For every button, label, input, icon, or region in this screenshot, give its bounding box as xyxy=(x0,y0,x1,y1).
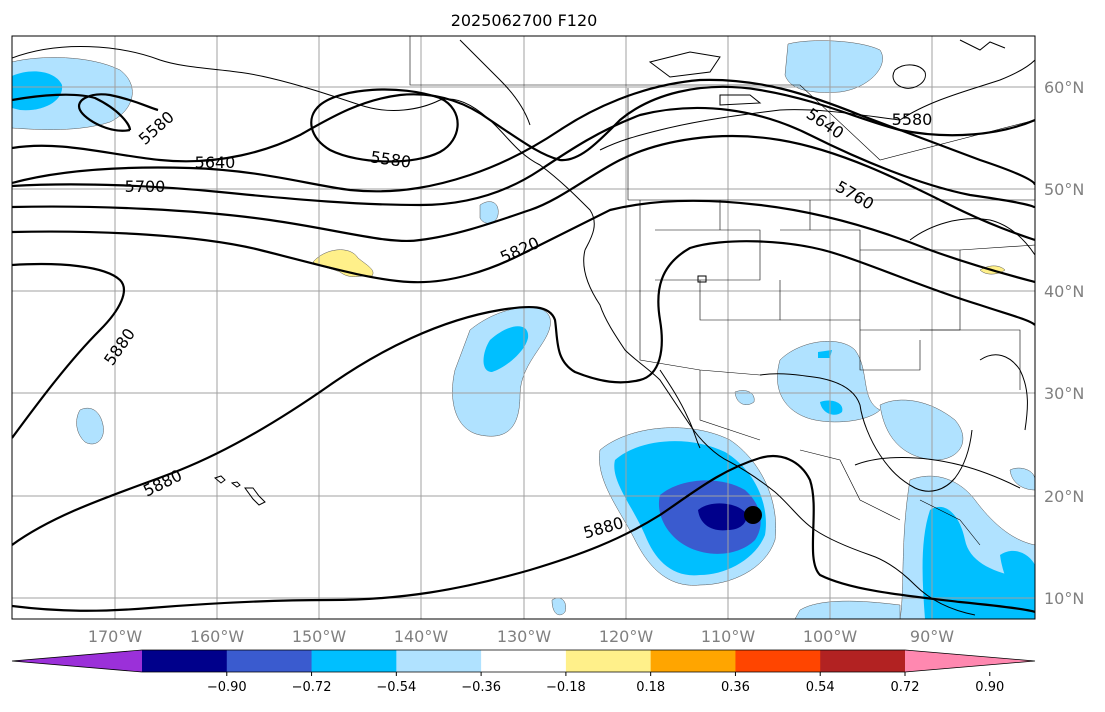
colorbar-cell xyxy=(565,650,652,672)
lon-label: 130°W xyxy=(497,627,552,646)
anomaly-shading xyxy=(12,40,1035,619)
colorbar-tick-label: −0.54 xyxy=(376,680,416,695)
lat-label: 30°N xyxy=(1044,384,1084,403)
colorbar-cell xyxy=(396,650,482,672)
lat-label: 10°N xyxy=(1044,589,1084,608)
longitude-labels: 170°W 160°W 150°W 140°W 130°W 120°W 110°… xyxy=(88,627,954,646)
contour-label: 5640 xyxy=(195,153,236,172)
contour-label: 5700 xyxy=(125,177,166,196)
height-contours xyxy=(12,78,1035,614)
map-area: 5580 5640 5700 5580 5820 5640 5580 5760 … xyxy=(12,36,1035,619)
colorbar-outline xyxy=(11,649,1036,673)
colorbar-tick-label: −0.18 xyxy=(546,680,586,695)
colorbar-tick-label: 0.90 xyxy=(975,680,1004,695)
lon-label: 170°W xyxy=(88,627,143,646)
lon-label: 110°W xyxy=(701,627,756,646)
colorbar: −0.90 −0.72 −0.54 −0.36 −0.18 0.18 0.36 0.54 0.7… xyxy=(11,649,1036,695)
lat-label: 40°N xyxy=(1044,282,1084,301)
colorbar-cell xyxy=(481,650,567,672)
lon-label: 100°W xyxy=(803,627,858,646)
lat-label: 50°N xyxy=(1044,180,1084,199)
lon-label: 150°W xyxy=(292,627,347,646)
map-title: 2025062700 F120 xyxy=(451,11,598,30)
colorbar-tick-label: 0.72 xyxy=(891,680,920,695)
colorbar-tick-label: −0.36 xyxy=(461,680,501,695)
colorbar-cell xyxy=(820,650,906,672)
colorbar-cell xyxy=(735,650,821,672)
colorbar-tick-label: −0.90 xyxy=(207,680,247,695)
colorbar-cell xyxy=(311,650,397,672)
latitude-labels: 60°N 50°N 40°N 30°N 20°N 10°N xyxy=(1044,78,1084,608)
coastlines xyxy=(12,39,1035,616)
colorbar-tick-label: 0.54 xyxy=(806,680,835,695)
colorbar-tick-label: 0.36 xyxy=(721,680,750,695)
colorbar-cell xyxy=(650,650,736,672)
lat-label: 20°N xyxy=(1044,487,1084,506)
graticule xyxy=(12,36,1035,619)
lon-label: 160°W xyxy=(190,627,245,646)
borders xyxy=(409,36,1035,546)
contour-label: 5580 xyxy=(892,110,933,129)
colorbar-cell xyxy=(226,650,313,672)
lat-label: 60°N xyxy=(1044,78,1084,97)
lon-label: 120°W xyxy=(599,627,654,646)
islands xyxy=(213,39,1006,506)
lon-label: 90°W xyxy=(910,627,954,646)
colorbar-tick-label: 0.18 xyxy=(636,680,665,695)
lon-label: 140°W xyxy=(394,627,449,646)
colorbar-extend-low xyxy=(12,650,142,672)
colorbar-cell xyxy=(142,650,228,672)
storm-center-dot xyxy=(744,506,762,524)
colorbar-tick-label: −0.72 xyxy=(292,680,332,695)
colorbar-extend-high xyxy=(905,650,1035,672)
map-frame xyxy=(11,35,1036,620)
